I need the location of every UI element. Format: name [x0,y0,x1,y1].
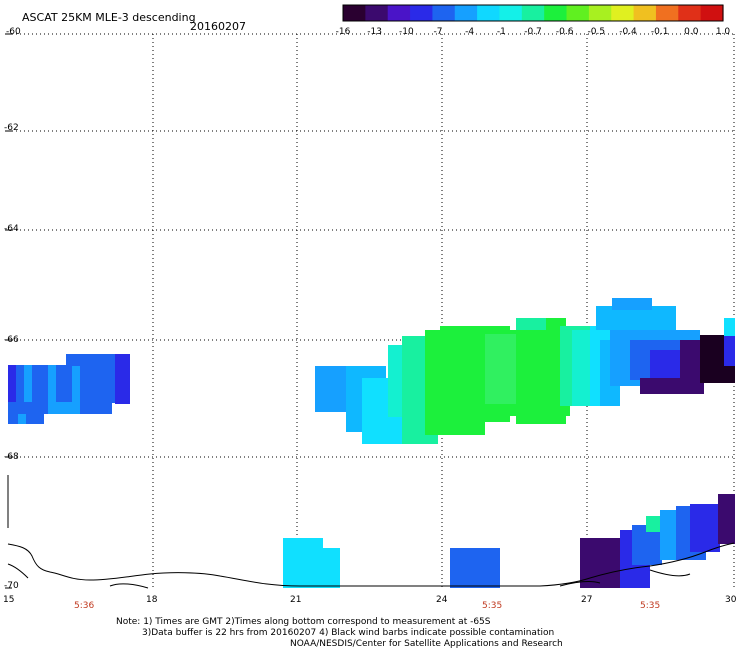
colorbar-segment [343,5,366,21]
colorbar-tick-label: -10 [398,27,414,37]
colorbar-segment [432,5,456,21]
coastline [7,475,735,589]
note-line-3: NOAA/NESDIS/Center for Satellite Applica… [290,639,563,649]
colorbar-tick-label: -0.1 [650,27,669,37]
swath-cell [8,402,48,414]
swath-cell [24,365,32,403]
colorbar [342,4,724,22]
lat-label: -66 [4,335,19,345]
colorbar-tick-label: -0.5 [587,27,606,37]
lon-label: 30 [725,595,737,605]
colorbar-segment [633,5,657,21]
colorbar-segment [521,5,545,21]
colorbar-segment [566,5,590,21]
colorbar-tick-label: -0.6 [555,27,574,37]
swath-cell [64,365,72,403]
colorbar-segment [655,5,679,21]
colorbar-tick-label: -1 [496,27,506,37]
map-grid [5,33,735,589]
colorbar-segment [611,5,635,21]
swath-cell [104,365,112,403]
swath-cell [40,365,48,403]
time-label: 5:36 [74,601,95,611]
map-title: ASCAT 25KM MLE-3 descending [22,11,196,24]
lat-label: -70 [4,581,19,591]
colorbar-segment [454,5,478,21]
swath-cell [115,354,130,404]
swath-cell [640,378,690,394]
swath-cell [18,414,26,424]
colorbar-tick-label: -13 [367,27,382,37]
data-swaths [8,298,735,588]
colorbar-segment [678,5,702,21]
swath-cell [16,365,24,403]
swath-cell [32,365,40,403]
colorbar-tick-label: 1.0 [715,27,731,37]
lon-label: 15 [3,595,15,605]
swath-cell [516,318,566,424]
swath-cell [48,402,80,414]
swath-cell [80,365,88,403]
swath-cell [96,365,104,403]
lon-label: 24 [436,595,448,605]
swath-cell [718,494,735,544]
swath-cell [66,354,130,366]
time-label: 5:35 [482,601,503,611]
lat-label: -62 [4,123,19,133]
colorbar-tick-label: -7 [433,27,443,37]
colorbar-segment [365,5,389,21]
time-label: 5:35 [640,601,661,611]
colorbar-tick-label: -16 [335,27,351,37]
swath-cell [8,365,16,403]
map-date: 20160207 [190,20,246,33]
colorbar-tick-label: 0.0 [684,27,699,37]
swath-cell [450,548,500,588]
note-line-1: Note: 1) Times are GMT 2)Times along bot… [116,617,491,627]
swath-cell [72,365,80,403]
lon-label: 18 [146,595,158,605]
swath-cell [650,350,680,380]
lat-label: -68 [4,452,19,462]
swath-cell [300,548,340,588]
note-line-2: 3)Data buffer is 22 hrs from 20160207 4)… [142,628,555,638]
colorbar-tick-label: -0.4 [619,27,637,37]
colorbar-segment [588,5,612,21]
lon-label: 27 [581,595,593,605]
swath-cell [48,365,56,403]
colorbar-segment [477,5,501,21]
swath-cell [56,365,64,403]
colorbar-segment [544,5,568,21]
colorbar-tick-label: -4 [465,27,475,37]
colorbar-segment [387,5,411,21]
colorbar-segment [700,5,724,21]
swath-cell [724,336,735,366]
swath-cell [724,318,735,338]
swath-cell [88,365,96,403]
colorbar-segment [499,5,523,21]
swath-cell [690,504,720,552]
swath-cell [516,318,546,330]
colorbar-tick-label: -0.7 [524,27,542,37]
lat-label: -64 [4,224,19,234]
lat-label: -60 [6,27,21,37]
swath-cell [80,402,112,414]
swath-cell [612,298,652,310]
colorbar-segment [410,5,434,21]
lon-label: 21 [290,595,302,605]
